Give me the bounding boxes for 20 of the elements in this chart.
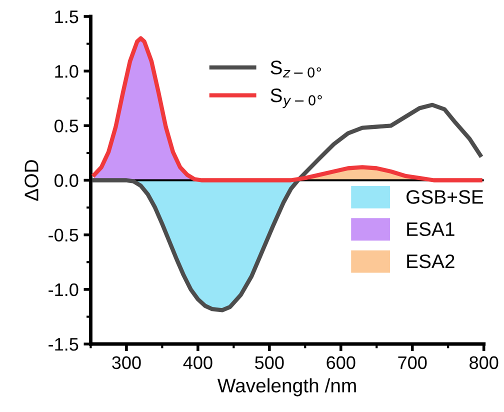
legend-label: ESA2 (407, 254, 454, 268)
y-tick-label: -0.5 (48, 228, 78, 242)
legend-label: GSB+SE (406, 190, 484, 204)
y-tick-label: -1.0 (48, 283, 78, 296)
x-tick-label: 400 (183, 356, 212, 370)
legend-label: S$_{y−0°}$ (270, 88, 322, 108)
y-tick-label: -1.5 (48, 338, 78, 351)
y-tick-label: 1.5 (55, 10, 78, 24)
x-tick-label: 500 (255, 356, 284, 370)
x-tick-label: 700 (398, 356, 427, 370)
legend-label: ESA1 (407, 222, 454, 236)
x-axis-title: Wavelength /nm (217, 378, 356, 396)
y-tick-label: 0.5 (54, 120, 78, 132)
y-axis-title: ΔOD (24, 160, 38, 201)
x-tick-label: 800 (470, 356, 498, 370)
y-tick-label: 0.0 (54, 174, 78, 187)
legend-label: S$_{z−0°}$ (270, 60, 321, 78)
x-tick-label: 300 (112, 356, 141, 370)
x-tick-label: 600 (326, 356, 356, 370)
y-tick-label: 1.0 (55, 65, 78, 78)
